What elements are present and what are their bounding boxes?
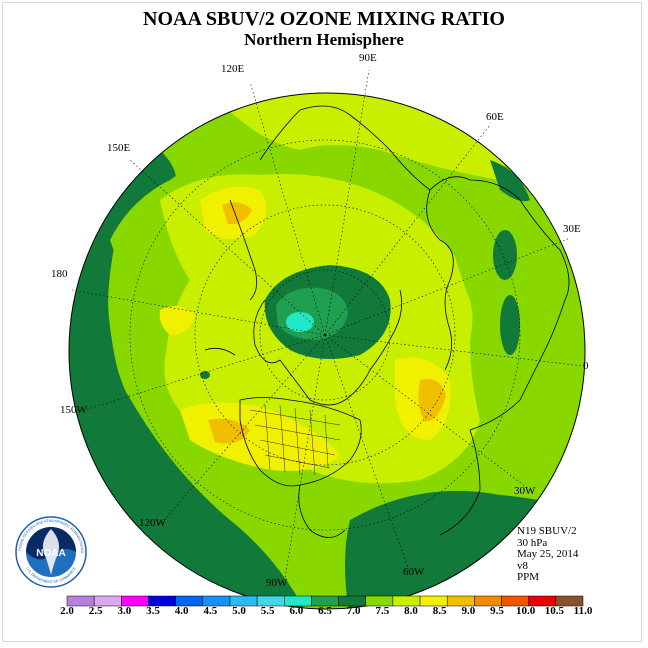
colorbar-tick-label: 7.0 — [346, 605, 361, 617]
lon-label-0: 0 — [583, 360, 589, 372]
lon-label-120e: 120E — [221, 63, 245, 75]
colorbar-tick-label: 6.0 — [289, 605, 304, 617]
colorbar-tick-label: 10.0 — [516, 605, 536, 617]
lon-label-150e: 150E — [107, 142, 131, 154]
colorbar-tick-label: 6.5 — [318, 605, 332, 617]
colorbar-swatch — [555, 595, 584, 607]
colorbar-tick-label: 10.5 — [544, 605, 564, 617]
colorbar-ticks: 2.0 2.5 3.0 3.5 4.0 4.5 5.0 5.5 6.0 6.5 7.0 7.5 8.0 8… — [0, 605, 648, 621]
map-subtitle: Northern Hemisphere — [244, 30, 404, 49]
colorbar-tick-label: 2.5 — [88, 605, 103, 617]
field-yellow-pacific — [159, 306, 195, 335]
colorbar-tick-label: 4.5 — [203, 605, 218, 617]
field-orange-siberia — [222, 202, 252, 225]
colorbar-tick-label: 5.5 — [260, 605, 275, 617]
info-date: May 25, 2014 — [517, 548, 579, 561]
lon-label-180: 180 — [51, 268, 68, 280]
map-title: NOAA SBUV/2 OZONE MIXING RATIO — [143, 8, 505, 30]
colorbar-tick-label: 8.5 — [432, 605, 447, 617]
field-orange-america — [208, 418, 250, 444]
field-patch-pacific — [200, 371, 210, 379]
colorbar-tick-label: 4.0 — [174, 605, 189, 617]
colorbar-tick-label: 3.5 — [146, 605, 160, 617]
field-patch-ne — [490, 160, 530, 202]
lon-label-30e: 30E — [563, 223, 581, 235]
noaa-logo: NOAA NATIONAL OCEANIC AND ATMOSPHERIC AD… — [14, 515, 87, 588]
lon-label-30w: 30W — [514, 485, 536, 497]
us-state-lines — [249, 404, 341, 476]
info-units: PPM — [517, 571, 540, 584]
lon-label-150w: 150W — [60, 404, 87, 416]
field-patch-east-1 — [493, 230, 517, 280]
graticule — [71, 69, 584, 579]
noaa-logo-label: NOAA — [36, 548, 65, 559]
colorbar-tick-label: 3.0 — [117, 605, 132, 617]
colorbar-tick-label: 9.0 — [461, 605, 476, 617]
info-satellite: N19 SBUV/2 — [517, 525, 577, 537]
info-level: 30 hPa — [517, 536, 548, 549]
field-polar-6-0 — [286, 312, 314, 332]
lon-label-60w: 60W — [403, 566, 425, 578]
colorbar-tick-label: 7.5 — [375, 605, 390, 617]
field-patch-east-2 — [500, 295, 520, 355]
lon-label-90e: 90E — [359, 52, 377, 64]
field-orange-atlantic — [418, 379, 446, 422]
colorbar — [66, 595, 584, 607]
page-frame — [2, 2, 642, 642]
globe-outline — [68, 92, 586, 610]
colorbar-tick-label: 9.5 — [490, 605, 504, 617]
info-version: v8 — [517, 559, 528, 572]
lon-label-90w: 90W — [266, 577, 288, 589]
coastlines — [204, 105, 570, 538]
colorbar-tick-label: 5.0 — [232, 605, 246, 617]
info-block: N19 SBUV/2 30 hPa May 25, 2014 v8 PPM — [517, 525, 579, 584]
lon-label-120w: 120W — [139, 517, 166, 529]
lon-label-60e: 60E — [486, 111, 504, 123]
field-band-west-7-0 — [69, 150, 310, 609]
colorbar-tick-label: 11.0 — [573, 605, 593, 617]
colorbar-tick-label: 2.0 — [60, 605, 74, 617]
colorbar-tick-label: 8.0 — [404, 605, 418, 617]
